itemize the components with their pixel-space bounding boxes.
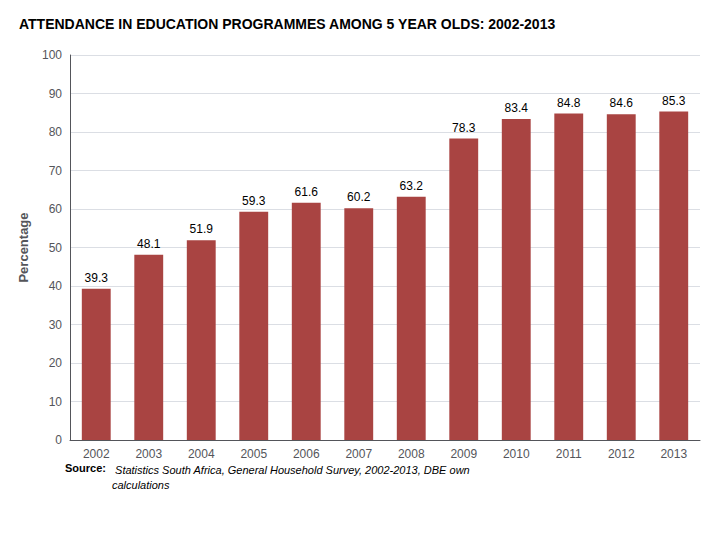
svg-text:2010: 2010 [503, 447, 530, 461]
svg-text:48.1: 48.1 [137, 237, 161, 251]
svg-text:20: 20 [49, 356, 63, 370]
svg-text:61.6: 61.6 [295, 185, 319, 199]
svg-text:59.3: 59.3 [242, 194, 266, 208]
svg-text:Percentage: Percentage [16, 212, 31, 282]
svg-text:Statistics South Africa, Gener: Statistics South Africa, General Househo… [112, 464, 470, 476]
svg-text:70: 70 [49, 164, 63, 178]
svg-text:2006: 2006 [293, 447, 320, 461]
svg-text:51.9: 51.9 [190, 222, 214, 236]
svg-text:63.2: 63.2 [400, 179, 424, 193]
svg-text:2005: 2005 [240, 447, 267, 461]
svg-text:2004: 2004 [188, 447, 215, 461]
svg-text:50: 50 [49, 241, 63, 255]
svg-text:85.3: 85.3 [662, 94, 686, 108]
svg-text:30: 30 [49, 318, 63, 332]
svg-text:39.3: 39.3 [85, 271, 109, 285]
svg-text:60.2: 60.2 [347, 190, 371, 204]
svg-text:2002: 2002 [83, 447, 110, 461]
svg-text:60: 60 [49, 202, 63, 216]
svg-text:2009: 2009 [450, 447, 477, 461]
svg-text:calculations: calculations [112, 479, 170, 491]
svg-text:83.4: 83.4 [505, 101, 529, 115]
svg-text:10: 10 [49, 395, 63, 409]
svg-text:2007: 2007 [345, 447, 372, 461]
svg-text:40: 40 [49, 279, 63, 293]
svg-text:ATTENDANCE IN EDUCATION PROGRA: ATTENDANCE IN EDUCATION PROGRAMMES AMONG… [19, 16, 555, 32]
svg-text:84.8: 84.8 [557, 96, 581, 110]
svg-text:78.3: 78.3 [452, 121, 476, 135]
svg-text:84.6: 84.6 [610, 96, 634, 110]
svg-text:90: 90 [49, 87, 63, 101]
svg-text:Source:: Source: [65, 462, 106, 474]
svg-text:2012: 2012 [608, 447, 635, 461]
svg-text:2013: 2013 [660, 447, 687, 461]
svg-text:100: 100 [42, 48, 62, 62]
svg-text:2003: 2003 [135, 447, 162, 461]
svg-text:2008: 2008 [398, 447, 425, 461]
svg-text:80: 80 [49, 125, 63, 139]
svg-text:0: 0 [55, 433, 62, 447]
svg-text:2011: 2011 [556, 447, 582, 461]
